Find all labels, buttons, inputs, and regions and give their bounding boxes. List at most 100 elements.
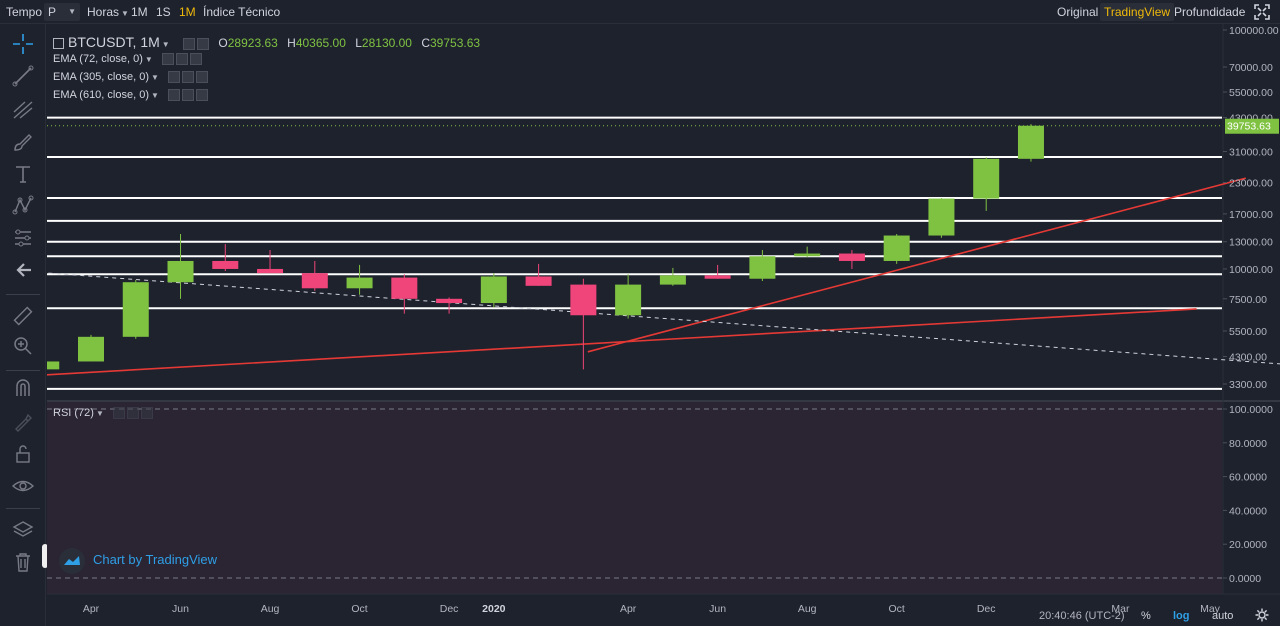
candle-body — [704, 275, 731, 279]
chart-area[interactable]: 100000.00 70000.00 55000.00 43000.00 31000.0… — [47, 24, 1280, 626]
price-tick-label: 55000.00 — [1229, 87, 1273, 99]
main-pane-bg — [47, 24, 1222, 401]
lock-drawing-icon[interactable] — [11, 410, 35, 434]
hide-icon[interactable] — [126, 407, 139, 420]
open-label: O — [218, 36, 228, 50]
time-tick-label: Mar — [1111, 603, 1130, 615]
last-price-label: 39753.63 — [1227, 121, 1271, 133]
interval-1m-active[interactable]: 1M — [179, 5, 196, 19]
candle-body — [615, 284, 642, 316]
candle-body — [47, 361, 60, 370]
close-icon[interactable] — [140, 407, 153, 420]
back-arrow-icon[interactable] — [11, 258, 35, 282]
gear-icon[interactable] — [1255, 608, 1269, 622]
hide-icon[interactable] — [181, 89, 194, 102]
price-chart-svg[interactable]: 100000.0070000.0055000.0043000.0031000.0… — [47, 24, 1280, 626]
percent-toggle[interactable]: % — [1141, 610, 1151, 622]
settings-icon[interactable] — [167, 89, 180, 102]
close-label: C — [421, 36, 430, 50]
time-tick-label: Dec — [440, 603, 459, 615]
chevron-down-icon[interactable]: ▼ — [144, 55, 153, 64]
trend-line-icon[interactable] — [11, 64, 35, 88]
view-depth-tab[interactable]: Profundidade — [1174, 5, 1246, 19]
trendline — [47, 308, 1197, 376]
settings-icon[interactable] — [112, 407, 125, 420]
time-tick-label: Dec — [977, 603, 996, 615]
candle-body — [78, 336, 104, 362]
view-original-tab[interactable]: Original — [1057, 5, 1099, 19]
chevron-down-icon[interactable]: ▼ — [95, 409, 104, 418]
chevron-down-icon[interactable]: ▼ — [151, 91, 159, 100]
horas-select[interactable]: Horas ▼ — [83, 3, 133, 21]
fib-tools-icon[interactable] — [11, 98, 35, 122]
unlock-icon[interactable] — [11, 442, 35, 466]
layers-icon[interactable] — [11, 518, 35, 542]
top-toolbar: Tempo P ▼ Horas ▼ 1M 1S 1M Índice Técnico … — [0, 0, 1280, 24]
close-icon[interactable] — [195, 71, 208, 84]
toolbar-divider — [6, 508, 40, 509]
credit-text[interactable]: Chart by TradingView — [93, 552, 218, 567]
hide-icon[interactable] — [181, 71, 194, 84]
candle-body — [1017, 125, 1044, 159]
hide-icon[interactable] — [175, 53, 188, 66]
time-tick-label: Aug — [798, 603, 817, 615]
rsi-label[interactable]: RSI (72) — [53, 407, 94, 419]
auto-toggle[interactable]: auto — [1212, 610, 1234, 622]
symbol-label[interactable]: BTCUSDT, 1M — [68, 34, 160, 50]
chevron-down-icon: ▼ — [121, 9, 129, 18]
fullscreen-icon[interactable] — [1254, 4, 1270, 20]
price-tick-label: 10000.00 — [1229, 264, 1273, 276]
eye-icon[interactable] — [11, 474, 35, 498]
candle-body — [525, 276, 552, 286]
tradingview-credit[interactable]: Chart by TradingView — [59, 546, 217, 574]
candle-body — [883, 235, 910, 261]
settings-icon[interactable] — [183, 37, 196, 50]
close-icon[interactable] — [189, 53, 202, 66]
pattern-tool-icon[interactable] — [11, 194, 35, 218]
price-tick-label: 3300.00 — [1229, 379, 1267, 391]
ruler-icon[interactable] — [11, 304, 35, 328]
hide-icon[interactable] — [197, 37, 210, 50]
prediction-tool-icon[interactable] — [11, 226, 35, 250]
close-icon[interactable] — [195, 89, 208, 102]
trash-icon[interactable] — [11, 550, 35, 574]
magnet-icon[interactable] — [11, 376, 35, 400]
settings-icon[interactable] — [161, 53, 174, 66]
time-tick-label: 2020 — [482, 603, 506, 615]
ema-legend-610: EMA (610, close, 0) ▼ — [53, 89, 208, 102]
candle-body — [838, 253, 865, 261]
rsi-tick-label: 20.0000 — [1229, 539, 1267, 551]
candle-body — [973, 158, 1000, 199]
low-label: L — [355, 36, 362, 50]
indicators-button[interactable]: Índice Técnico — [203, 5, 281, 19]
time-tick-label: Apr — [620, 603, 637, 615]
ema-72-label[interactable]: EMA (72, close, 0) — [53, 53, 143, 65]
collapse-legend-icon[interactable] — [53, 38, 64, 50]
rsi-tick-label: 100.0000 — [1229, 404, 1273, 416]
tempo-select[interactable]: P ▼ — [44, 3, 80, 21]
chevron-down-icon[interactable]: ▼ — [151, 73, 159, 82]
high-value: 40365.00 — [295, 36, 346, 50]
interval-1s[interactable]: 1S — [156, 5, 171, 19]
zoom-in-icon[interactable] — [11, 334, 35, 358]
view-tradingview-tab[interactable]: TradingView — [1100, 3, 1175, 21]
drawing-toolbar — [0, 24, 48, 626]
horas-label: Horas — [87, 5, 120, 19]
brush-icon[interactable] — [11, 130, 35, 154]
settings-icon[interactable] — [167, 71, 180, 84]
time-tick-label: Apr — [83, 603, 100, 615]
clock-readout: 20:40:46 (UTC-2) — [1039, 610, 1125, 622]
text-tool-icon[interactable] — [11, 162, 35, 186]
low-value: 28130.00 — [361, 36, 412, 50]
log-toggle[interactable]: log — [1173, 610, 1190, 622]
crosshair-icon[interactable] — [11, 32, 35, 56]
interval-1m-first[interactable]: 1M — [131, 5, 148, 19]
toolbar-collapse-handle[interactable] — [42, 544, 48, 568]
last-price-badge — [1225, 118, 1279, 134]
chevron-down-icon[interactable]: ▼ — [161, 40, 170, 49]
rsi-tick-label: 0.0000 — [1229, 573, 1261, 585]
open-value: 28923.63 — [227, 36, 278, 50]
ema-610-label[interactable]: EMA (610, close, 0) — [53, 89, 149, 101]
price-tick-label: 23000.00 — [1229, 178, 1273, 190]
ema-305-label[interactable]: EMA (305, close, 0) — [53, 71, 149, 83]
